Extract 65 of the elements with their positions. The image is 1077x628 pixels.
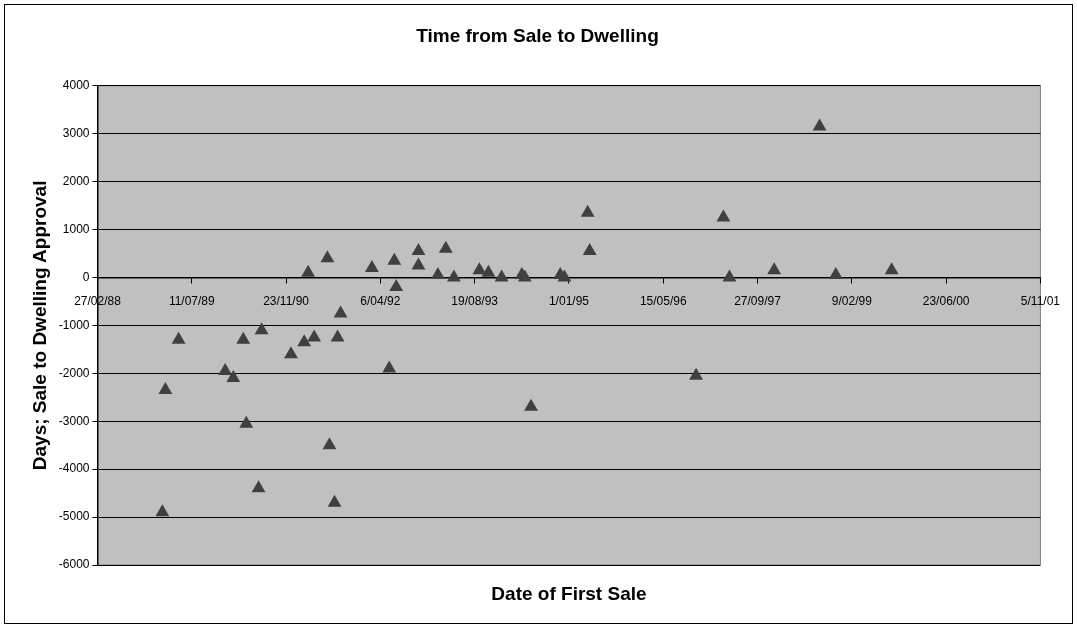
point — [411, 243, 426, 256]
point — [251, 480, 266, 493]
point — [389, 279, 404, 292]
point — [722, 269, 737, 282]
x-tick-label: 15/05/96 — [639, 293, 687, 308]
point — [297, 334, 312, 347]
point — [236, 331, 251, 344]
point — [387, 252, 402, 265]
y-tick-label: 4000 — [62, 78, 90, 93]
point — [557, 269, 572, 282]
point — [472, 262, 487, 275]
x-tick-label: 1/01/95 — [548, 293, 590, 308]
point — [582, 243, 597, 256]
x-tick-label: 9/02/99 — [831, 293, 873, 308]
x-tick-label: 11/07/89 — [168, 293, 216, 308]
y-tick-label: 1000 — [62, 221, 90, 236]
point — [301, 264, 316, 277]
point — [481, 264, 496, 277]
x-tick-label: 5/11/01 — [1020, 293, 1061, 308]
point — [155, 504, 170, 517]
point — [330, 329, 345, 342]
point — [494, 269, 509, 282]
y-tick-label: 3000 — [62, 126, 90, 141]
point — [438, 240, 453, 253]
point — [580, 204, 595, 217]
point — [828, 267, 843, 280]
point — [446, 269, 461, 282]
y-tick-label: -3000 — [58, 413, 90, 428]
point — [333, 305, 348, 318]
y-tick-label: -6000 — [58, 557, 90, 572]
point — [689, 367, 703, 380]
point — [884, 262, 899, 275]
point — [307, 329, 322, 342]
x-axis-title: Date of First Sale — [491, 582, 647, 604]
x-tick-label: 6/04/92 — [360, 293, 401, 308]
chart-title: Time from Sale to Dwelling — [416, 24, 659, 46]
point — [171, 331, 186, 344]
y-tick-label: 2000 — [62, 173, 90, 188]
point — [364, 259, 379, 272]
point — [812, 118, 827, 131]
point — [430, 267, 445, 280]
y-tick-label: 0 — [82, 269, 90, 284]
point — [226, 370, 241, 383]
x-tick-label: 19/08/93 — [451, 293, 499, 308]
point — [322, 437, 337, 450]
point — [716, 209, 731, 222]
x-tick-label: 23/06/00 — [922, 293, 970, 308]
point — [254, 322, 269, 335]
point — [327, 494, 342, 507]
x-tick-label: 27/09/97 — [734, 293, 782, 308]
y-axis-title: Days; Sale to Dwelling Approval — [28, 180, 50, 471]
y-tick-label: -1000 — [58, 317, 90, 332]
y-tick-label: -5000 — [58, 509, 90, 524]
point — [524, 398, 538, 411]
point — [382, 360, 397, 373]
point — [320, 250, 335, 263]
point — [218, 362, 233, 375]
point — [239, 415, 254, 428]
point — [411, 257, 426, 270]
y-tick-label: -2000 — [58, 365, 90, 380]
x-tick-label: 23/11/90 — [263, 293, 310, 308]
point — [767, 262, 782, 275]
point — [284, 346, 298, 359]
point — [158, 382, 173, 395]
y-tick-label: -4000 — [58, 461, 90, 476]
